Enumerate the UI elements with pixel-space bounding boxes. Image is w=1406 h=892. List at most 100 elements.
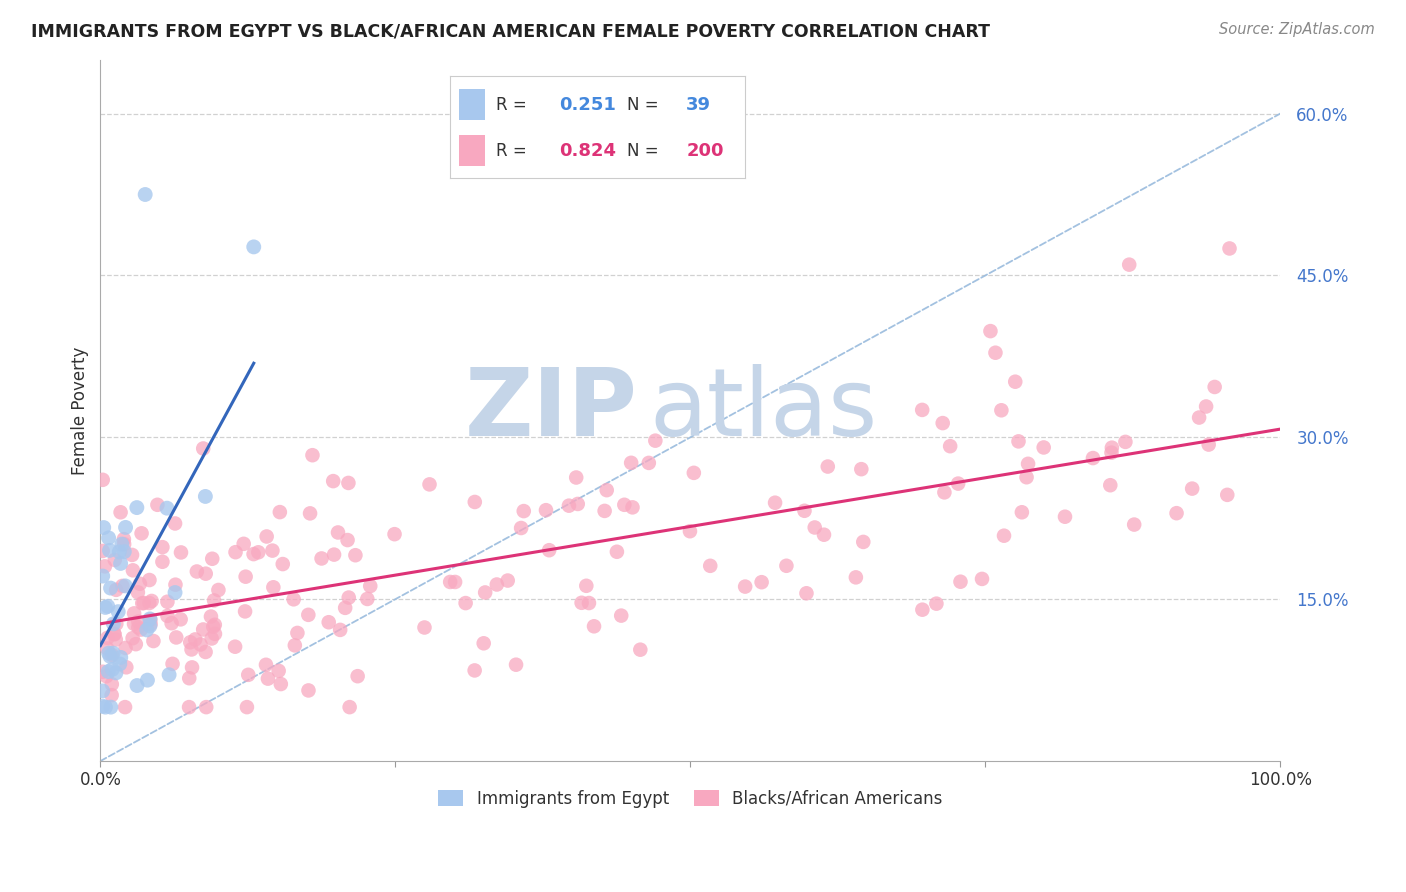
Point [444,574,467,589]
Point [104,553,127,567]
Point [103,616,125,631]
Point [94,600,117,615]
Point [925,597,948,611]
Point [454,596,477,610]
Point [129,623,152,637]
Point [1007,434,1029,449]
Point [946,476,969,491]
Point [152,540,174,554]
Legend: Immigrants from Egypt, Blacks/African Americans: Immigrants from Egypt, Blacks/African Am… [430,781,950,816]
Point [101,677,124,691]
Point [578,596,600,610]
Point [990,403,1012,417]
Point [186,565,208,579]
Point [1218,242,1240,256]
Point [813,527,835,541]
Point [127,615,149,629]
Point [115,660,138,674]
Point [98,649,121,664]
Point [236,700,259,714]
Point [413,620,436,634]
Point [1032,441,1054,455]
Text: 0.251: 0.251 [560,95,616,113]
Point [418,477,440,491]
Point [852,535,875,549]
Text: atlas: atlas [650,364,877,457]
Point [93,520,115,534]
Point [1166,506,1188,520]
Point [270,677,292,691]
Point [763,496,786,510]
Point [169,612,191,626]
Point [91,569,114,583]
Point [97,646,120,660]
Point [538,543,561,558]
Point [122,607,145,621]
Point [114,700,136,714]
Point [851,462,873,476]
Point [157,667,180,681]
Point [1114,434,1136,449]
Point [105,616,128,631]
Point [565,470,588,484]
Point [621,500,644,515]
Point [138,573,160,587]
Point [817,459,839,474]
Point [91,473,114,487]
Point [322,474,344,488]
Point [267,664,290,678]
Text: N =: N = [627,95,664,113]
Point [620,456,643,470]
Point [101,646,124,660]
Point [796,586,818,600]
Point [751,575,773,590]
Point [256,529,278,543]
Point [682,466,704,480]
Point [165,631,187,645]
Point [1017,457,1039,471]
Point [496,574,519,588]
Point [103,627,125,641]
Point [193,442,215,456]
Point [125,500,148,515]
Point [91,699,114,714]
Point [1188,410,1211,425]
Point [110,650,132,665]
Point [911,603,934,617]
Point [122,563,145,577]
Point [337,475,360,490]
Point [112,544,135,558]
Text: ZIP: ZIP [464,364,637,457]
Point [558,499,581,513]
Point [1101,441,1123,455]
Point [111,537,134,551]
Point [257,672,280,686]
Point [911,403,934,417]
Point [637,456,659,470]
Text: IMMIGRANTS FROM EGYPT VS BLACK/AFRICAN AMERICAN FEMALE POVERTY CORRELATION CHART: IMMIGRANTS FROM EGYPT VS BLACK/AFRICAN A… [31,22,990,40]
Point [225,545,247,559]
Point [139,612,162,626]
Point [110,505,132,519]
Point [134,187,156,202]
Point [108,657,131,671]
Point [132,596,155,610]
Point [247,545,270,559]
Point [127,585,149,599]
Point [194,645,217,659]
Point [699,558,721,573]
Point [1101,445,1123,459]
Point [993,529,1015,543]
Point [628,642,651,657]
Point [979,324,1001,338]
Text: R =: R = [496,142,531,160]
Point [184,632,207,647]
Point [337,591,360,605]
Text: 0.824: 0.824 [560,142,616,160]
Point [121,548,143,562]
Bar [458,136,485,166]
Point [128,576,150,591]
Point [1181,482,1204,496]
Point [1216,488,1239,502]
Point [793,504,815,518]
